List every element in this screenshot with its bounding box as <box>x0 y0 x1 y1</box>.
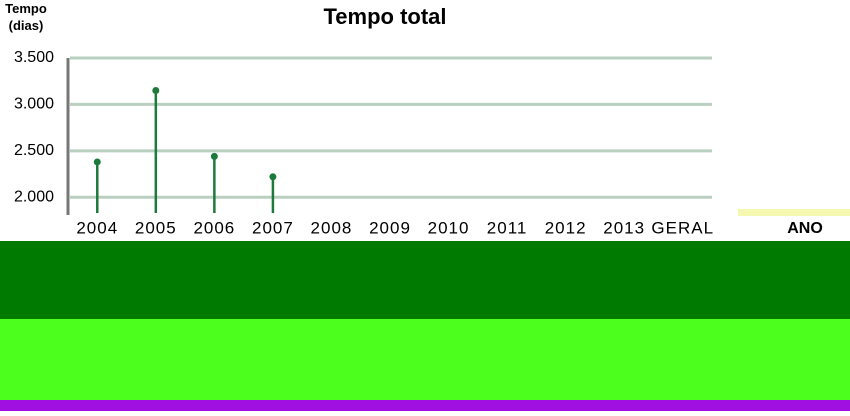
x-tick-label: 2010 <box>428 218 470 237</box>
x-tick-label: GERAL <box>651 218 714 237</box>
y-tick-label: 3.000 <box>14 96 54 113</box>
x-tick-label: 2004 <box>76 218 118 237</box>
x-tick-label: 2009 <box>369 218 411 237</box>
x-tick-label: 2008 <box>311 218 353 237</box>
dot <box>269 173 277 181</box>
x-tick-label: 2013 <box>603 218 645 237</box>
dot <box>152 86 160 94</box>
y-tick-label: 2.000 <box>14 188 54 205</box>
x-axis-label: ANO <box>787 220 823 237</box>
x-tick-label: 2011 <box>487 218 528 237</box>
y-tick-label: 2.500 <box>14 142 54 159</box>
glitch-band <box>738 209 850 216</box>
x-tick-label: 2012 <box>545 218 587 237</box>
x-tick-label: 2006 <box>193 218 235 237</box>
dot <box>93 158 101 166</box>
chart-title: Tempo total <box>323 4 446 29</box>
x-tick-label: 2007 <box>252 218 294 237</box>
glitch-band <box>0 241 850 319</box>
y-axis-label: Tempo (dias) <box>5 1 47 33</box>
y-label-box: Tempo (dias) <box>5 1 47 33</box>
glitch-band <box>0 400 850 411</box>
glitch-band <box>0 319 850 400</box>
y-tick-label: 3.500 <box>14 49 54 66</box>
x-tick-label: 2005 <box>135 218 177 237</box>
dot <box>210 152 218 160</box>
